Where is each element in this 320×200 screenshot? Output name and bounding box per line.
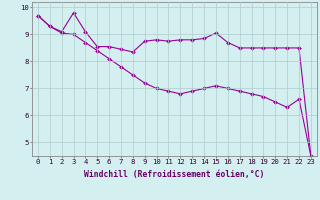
X-axis label: Windchill (Refroidissement éolien,°C): Windchill (Refroidissement éolien,°C) bbox=[84, 170, 265, 179]
